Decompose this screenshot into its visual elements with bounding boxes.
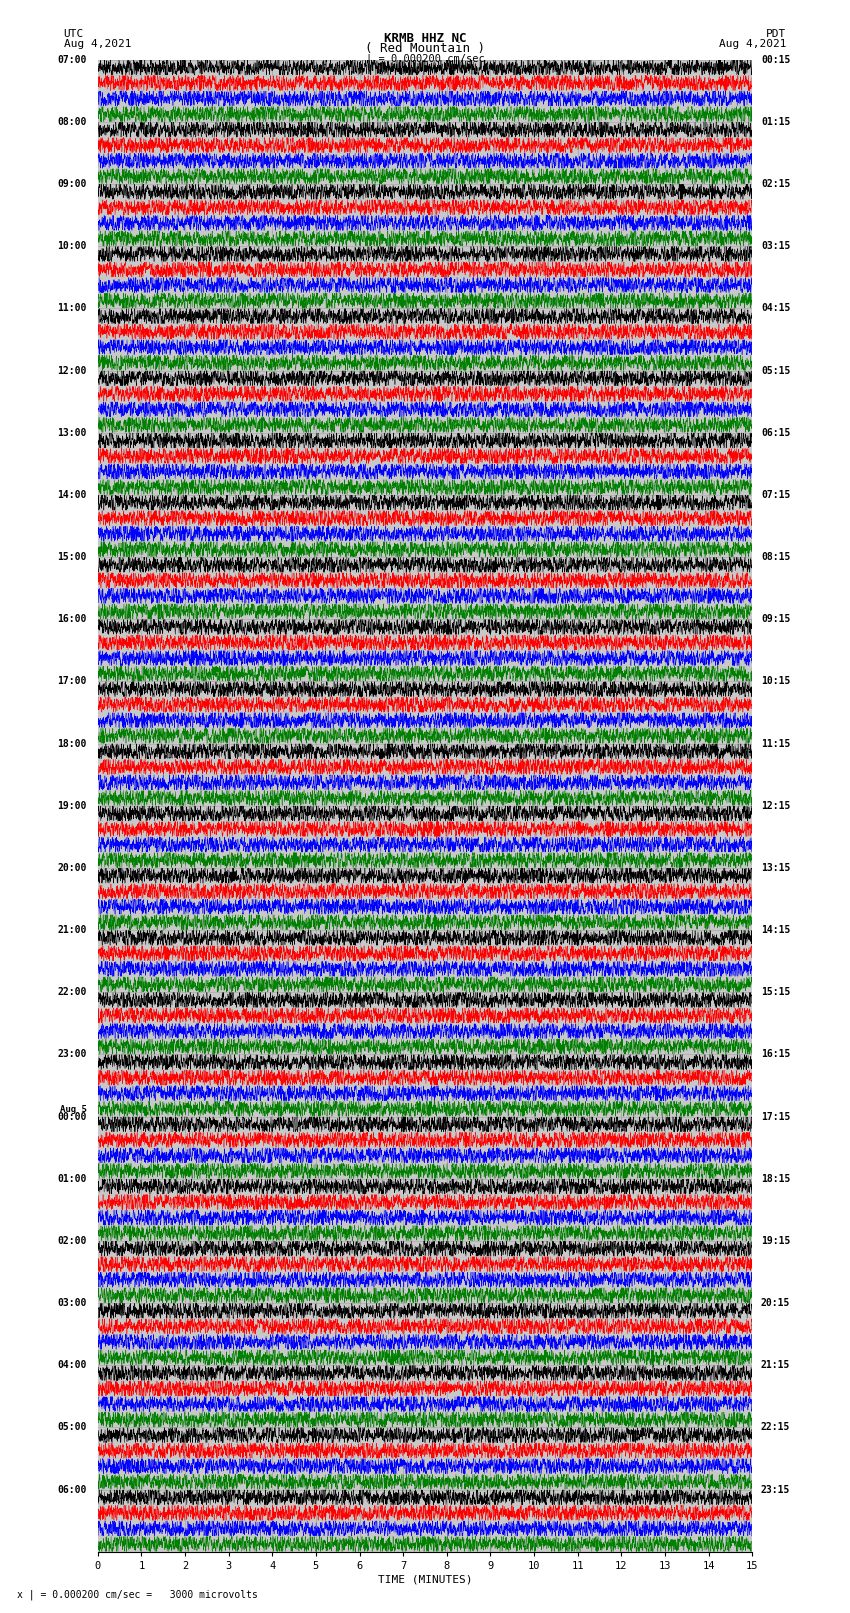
Text: 06:00: 06:00 bbox=[58, 1484, 87, 1495]
Text: Aug 5: Aug 5 bbox=[60, 1105, 87, 1115]
Text: 17:00: 17:00 bbox=[58, 676, 87, 687]
Text: 02:15: 02:15 bbox=[761, 179, 790, 189]
Text: | = 0.000200 cm/sec: | = 0.000200 cm/sec bbox=[366, 53, 484, 65]
Text: 05:00: 05:00 bbox=[58, 1423, 87, 1432]
Text: 07:00: 07:00 bbox=[58, 55, 87, 65]
Text: 03:15: 03:15 bbox=[761, 242, 790, 252]
Text: 08:00: 08:00 bbox=[58, 116, 87, 127]
Text: 09:00: 09:00 bbox=[58, 179, 87, 189]
Text: 18:15: 18:15 bbox=[761, 1174, 790, 1184]
Text: 10:00: 10:00 bbox=[58, 242, 87, 252]
Text: 15:15: 15:15 bbox=[761, 987, 790, 997]
Text: 13:00: 13:00 bbox=[58, 427, 87, 437]
Text: 13:15: 13:15 bbox=[761, 863, 790, 873]
Text: 06:15: 06:15 bbox=[761, 427, 790, 437]
Text: 14:15: 14:15 bbox=[761, 924, 790, 936]
Text: 07:15: 07:15 bbox=[761, 490, 790, 500]
Text: 22:15: 22:15 bbox=[761, 1423, 790, 1432]
Text: 01:15: 01:15 bbox=[761, 116, 790, 127]
Text: 17:15: 17:15 bbox=[761, 1111, 790, 1121]
Text: 18:00: 18:00 bbox=[58, 739, 87, 748]
Text: Aug 4,2021: Aug 4,2021 bbox=[719, 39, 786, 48]
Text: 14:00: 14:00 bbox=[58, 490, 87, 500]
Text: 03:00: 03:00 bbox=[58, 1298, 87, 1308]
X-axis label: TIME (MINUTES): TIME (MINUTES) bbox=[377, 1574, 473, 1586]
Text: 23:15: 23:15 bbox=[761, 1484, 790, 1495]
Text: 00:00: 00:00 bbox=[58, 1111, 87, 1121]
Text: 12:15: 12:15 bbox=[761, 800, 790, 811]
Text: 16:15: 16:15 bbox=[761, 1050, 790, 1060]
Text: 22:00: 22:00 bbox=[58, 987, 87, 997]
Text: 04:15: 04:15 bbox=[761, 303, 790, 313]
Text: 20:15: 20:15 bbox=[761, 1298, 790, 1308]
Text: 11:15: 11:15 bbox=[761, 739, 790, 748]
Text: 12:00: 12:00 bbox=[58, 366, 87, 376]
Text: Aug 4,2021: Aug 4,2021 bbox=[64, 39, 131, 48]
Text: 02:00: 02:00 bbox=[58, 1236, 87, 1245]
Text: 05:15: 05:15 bbox=[761, 366, 790, 376]
Text: UTC: UTC bbox=[64, 29, 84, 39]
Text: 10:15: 10:15 bbox=[761, 676, 790, 687]
Text: 08:15: 08:15 bbox=[761, 552, 790, 561]
Text: 19:00: 19:00 bbox=[58, 800, 87, 811]
Text: 21:15: 21:15 bbox=[761, 1360, 790, 1369]
Text: 15:00: 15:00 bbox=[58, 552, 87, 561]
Text: 11:00: 11:00 bbox=[58, 303, 87, 313]
Text: 19:15: 19:15 bbox=[761, 1236, 790, 1245]
Text: PDT: PDT bbox=[766, 29, 786, 39]
Text: 21:00: 21:00 bbox=[58, 924, 87, 936]
Text: KRMB HHZ NC: KRMB HHZ NC bbox=[383, 32, 467, 45]
Text: x | = 0.000200 cm/sec =   3000 microvolts: x | = 0.000200 cm/sec = 3000 microvolts bbox=[17, 1589, 258, 1600]
Text: 04:00: 04:00 bbox=[58, 1360, 87, 1369]
Text: 09:15: 09:15 bbox=[761, 615, 790, 624]
Text: 00:15: 00:15 bbox=[761, 55, 790, 65]
Text: ( Red Mountain ): ( Red Mountain ) bbox=[365, 42, 485, 55]
Text: 01:00: 01:00 bbox=[58, 1174, 87, 1184]
Text: 23:00: 23:00 bbox=[58, 1050, 87, 1060]
Text: 20:00: 20:00 bbox=[58, 863, 87, 873]
Text: 16:00: 16:00 bbox=[58, 615, 87, 624]
